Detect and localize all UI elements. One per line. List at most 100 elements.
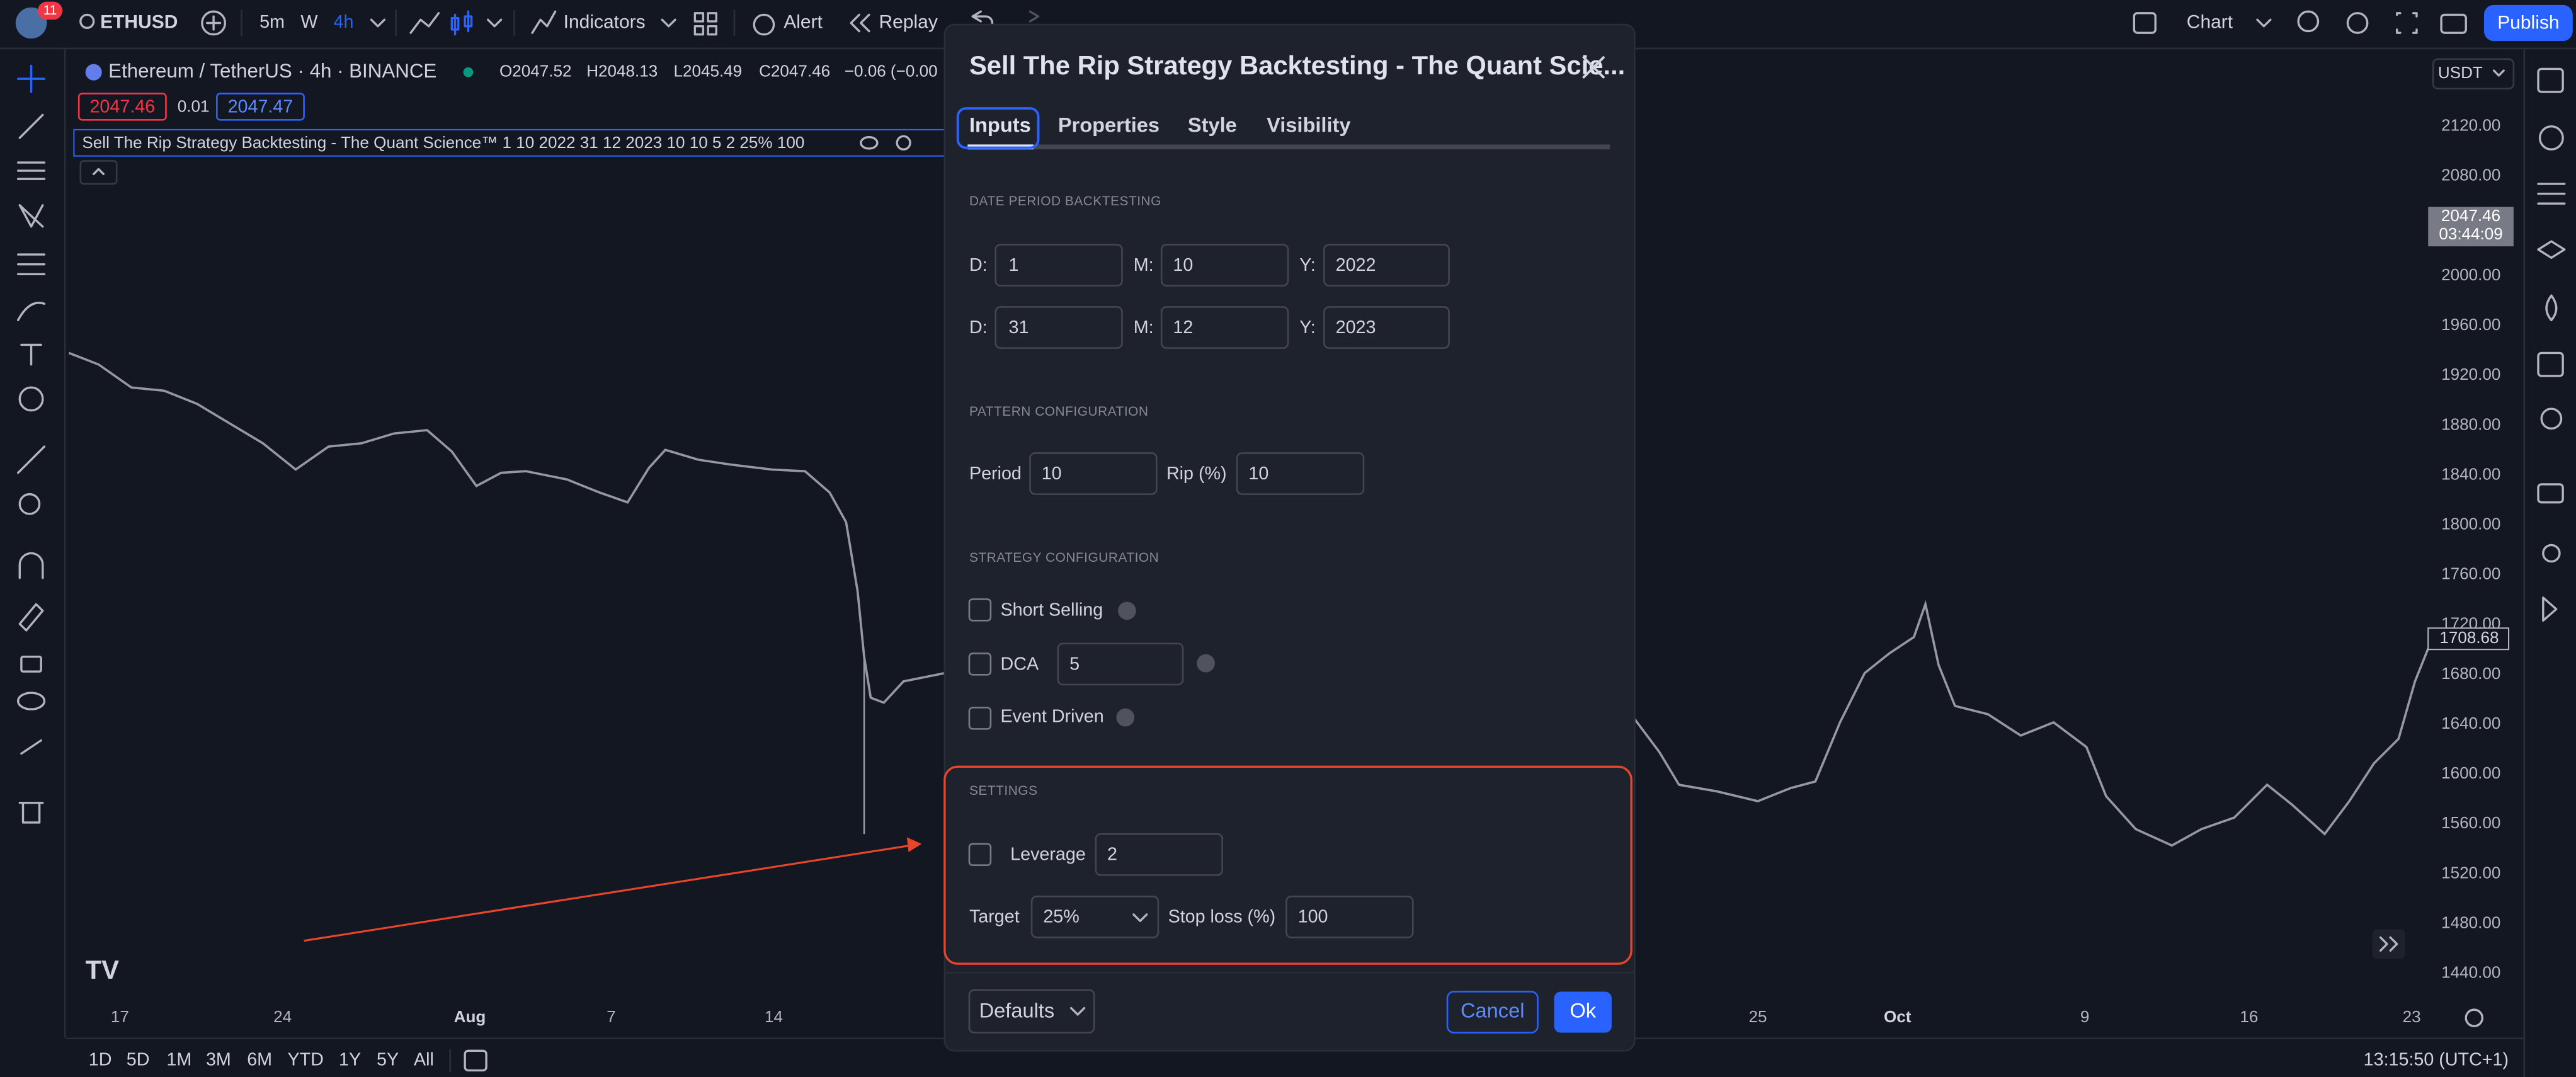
- info-icon[interactable]: [1197, 654, 1215, 673]
- indicators-button[interactable]: Indicators: [564, 11, 646, 32]
- streams-button[interactable]: [2542, 544, 2561, 563]
- redo-button[interactable]: [1029, 10, 1040, 23]
- range-button[interactable]: 6M: [247, 1050, 272, 1070]
- publish-button[interactable]: [2483, 4, 2573, 42]
- trash-tool[interactable]: [18, 801, 44, 824]
- zoom-tool[interactable]: [18, 493, 41, 515]
- legend-visibility[interactable]: [860, 135, 879, 150]
- scroll-to-latest[interactable]: [2372, 929, 2405, 959]
- target-select[interactable]: [1030, 895, 1160, 938]
- replay-panel-button[interactable]: [2542, 596, 2558, 622]
- chart-type-candles[interactable]: [450, 10, 473, 36]
- start-day-input[interactable]: [994, 244, 1123, 287]
- bar-countdown: 03:44:09: [2439, 224, 2502, 243]
- link-tool[interactable]: [20, 739, 42, 755]
- indicators-menu[interactable]: [661, 18, 676, 28]
- replay-button[interactable]: Replay: [879, 11, 938, 32]
- range-button[interactable]: 5Y: [377, 1050, 399, 1070]
- text-tool[interactable]: [20, 343, 42, 366]
- alert-button[interactable]: Alert: [784, 11, 823, 32]
- calendar-button[interactable]: [2537, 351, 2564, 377]
- layout-icon[interactable]: [2133, 12, 2157, 34]
- price-label: 1880.00: [2441, 414, 2500, 433]
- brush-tool[interactable]: [16, 302, 46, 322]
- range-button[interactable]: 1D: [89, 1050, 112, 1070]
- end-month-input[interactable]: [1160, 306, 1289, 349]
- event-driven-checkbox[interactable]: [968, 707, 992, 730]
- dca-input[interactable]: [1057, 642, 1184, 686]
- leverage-checkbox[interactable]: [968, 843, 992, 867]
- layout-menu[interactable]: [2256, 18, 2272, 28]
- interval-menu[interactable]: [370, 18, 386, 28]
- rip-input[interactable]: [1236, 452, 1365, 495]
- interval-button[interactable]: 5m: [259, 12, 285, 32]
- tab[interactable]: Style: [1188, 113, 1237, 136]
- range-button[interactable]: 1Y: [339, 1050, 361, 1070]
- dca-checkbox[interactable]: [968, 652, 992, 676]
- range-button[interactable]: 5D: [127, 1050, 150, 1070]
- info-icon[interactable]: [1116, 708, 1135, 727]
- leverage-input[interactable]: [1095, 833, 1223, 876]
- close-button[interactable]: [1582, 56, 1605, 79]
- symbol-search[interactable]: ETHUSD: [100, 11, 178, 32]
- tab-active[interactable]: Inputs: [969, 113, 1031, 136]
- quick-search[interactable]: [2297, 10, 2320, 33]
- info-icon[interactable]: [1118, 601, 1136, 620]
- range-button[interactable]: 3M: [206, 1050, 231, 1070]
- settings-button[interactable]: [2346, 12, 2369, 34]
- watchlist-button[interactable]: [2537, 67, 2564, 93]
- object-tree-button[interactable]: [2537, 183, 2566, 205]
- chart-type-line[interactable]: [409, 12, 440, 34]
- templates-button[interactable]: [693, 12, 717, 36]
- drawing-mode[interactable]: [18, 603, 44, 632]
- trend-line-tool[interactable]: [18, 113, 44, 139]
- forecast-tool[interactable]: [16, 253, 46, 276]
- tab[interactable]: Visibility: [1267, 113, 1350, 136]
- range-button[interactable]: 1M: [166, 1050, 191, 1070]
- currency-menu[interactable]: [2432, 58, 2515, 90]
- fib-tool[interactable]: [16, 161, 46, 180]
- interval-button[interactable]: W: [300, 12, 317, 32]
- cancel-button[interactable]: [1446, 991, 1539, 1034]
- ok-button[interactable]: [1554, 991, 1612, 1033]
- checkbox-label: DCA: [1001, 654, 1039, 674]
- stop-loss-input[interactable]: [1285, 895, 1414, 938]
- ruler-tool[interactable]: [16, 445, 46, 474]
- layout-name[interactable]: Chart: [2187, 11, 2233, 32]
- emoji-tool[interactable]: [18, 386, 44, 412]
- goto-date[interactable]: [464, 1049, 487, 1072]
- buy-button[interactable]: [216, 93, 305, 121]
- chat-button[interactable]: [2537, 483, 2564, 504]
- range-button[interactable]: All: [414, 1050, 434, 1070]
- lock-tool[interactable]: [20, 655, 42, 673]
- snapshot-button[interactable]: [2440, 13, 2467, 34]
- chart-type-menu[interactable]: [487, 18, 503, 28]
- legend-settings[interactable]: [896, 135, 911, 151]
- visibility-tool[interactable]: [16, 692, 46, 710]
- magnet-tool[interactable]: [18, 552, 44, 579]
- fullscreen-button[interactable]: [2395, 12, 2418, 34]
- end-day-input[interactable]: [994, 306, 1123, 349]
- start-year-input[interactable]: [1323, 244, 1450, 287]
- range-button[interactable]: YTD: [287, 1050, 323, 1070]
- end-year-input[interactable]: [1323, 306, 1450, 349]
- pattern-tool[interactable]: [18, 204, 44, 228]
- legend-collapse[interactable]: [79, 160, 118, 185]
- ideas-button[interactable]: [2540, 407, 2563, 430]
- start-month-input[interactable]: [1160, 244, 1289, 287]
- period-input[interactable]: [1029, 452, 1158, 495]
- price-label: 1680.00: [2441, 664, 2500, 683]
- alerts-button[interactable]: [2538, 125, 2564, 151]
- hotlist-button[interactable]: [2545, 294, 2558, 322]
- interval-button-active[interactable]: 4h: [334, 12, 354, 32]
- defaults-menu[interactable]: [968, 989, 1095, 1034]
- layers-button[interactable]: [2537, 240, 2566, 259]
- sell-button[interactable]: [77, 93, 167, 121]
- short-selling-checkbox[interactable]: [968, 598, 992, 622]
- axis-settings[interactable]: [2465, 1008, 2484, 1027]
- crosshair-tool[interactable]: [16, 64, 46, 93]
- price-label: 1560.00: [2441, 813, 2500, 832]
- section-header: PATTERN CONFIGURATION: [969, 404, 1149, 419]
- compare-button[interactable]: [201, 10, 227, 36]
- tab[interactable]: Properties: [1058, 113, 1160, 136]
